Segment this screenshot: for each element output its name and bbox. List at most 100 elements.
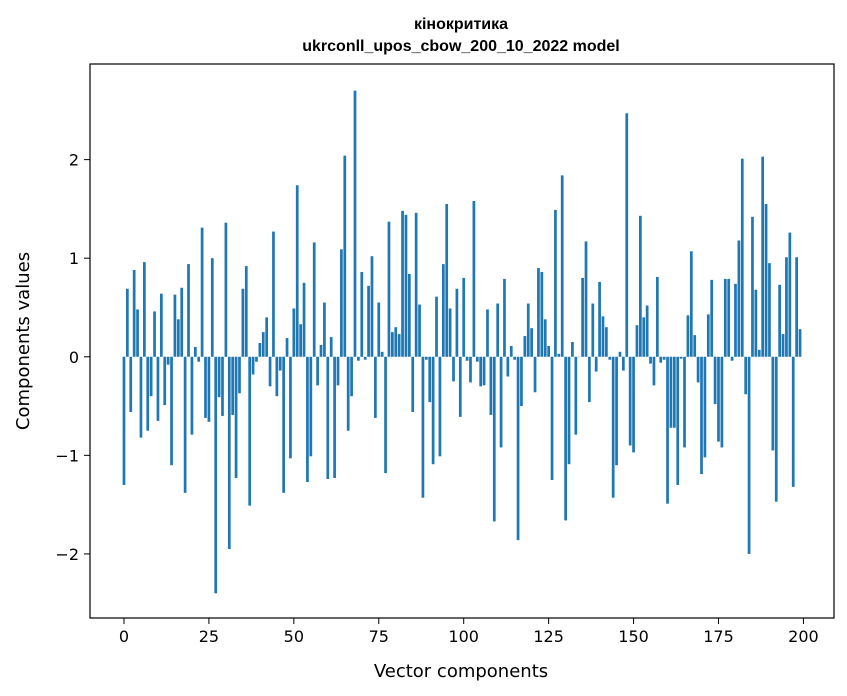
bar-89 [424,356,428,360]
bar-58 [319,344,323,357]
bar-38 [251,356,255,375]
bar-180 [734,283,737,357]
bar-86 [414,212,418,357]
bar-128 [557,353,561,357]
bar-33 [234,356,238,479]
bar-179 [730,356,734,361]
bar-32 [231,356,235,415]
bar-140 [598,281,601,357]
bar-160 [666,356,669,504]
bar-76 [380,351,384,357]
bar-169 [696,356,700,383]
bar-188 [761,156,765,357]
bar-192 [774,356,778,502]
bar-187 [757,349,761,357]
bar-198 [795,257,798,357]
bar-82 [401,210,404,357]
bar-10 [156,356,160,421]
bar-122 [537,268,540,357]
bar-199 [798,329,802,357]
bar-137 [588,356,591,403]
bar-53 [302,282,306,357]
bar-9 [153,311,156,357]
bar-19 [187,264,190,357]
bar-116 [516,356,520,541]
bar-7 [146,356,150,431]
bar-30 [224,222,228,357]
x-tick-label: 50 [284,627,304,646]
bar-107 [486,309,489,357]
bar-139 [594,356,598,372]
bar-191 [771,356,775,451]
bar-81 [397,334,401,357]
bar-49 [289,356,292,459]
bar-158 [659,356,663,363]
bar-162 [672,356,676,428]
bar-84 [407,273,411,357]
bar-16 [176,319,180,357]
bar-197 [791,356,795,487]
bar-99 [458,356,462,417]
bar-90 [428,356,432,403]
bar-195 [785,257,788,357]
bar-22 [197,356,201,362]
bar-21 [193,346,197,357]
bar-123 [540,272,544,357]
bar-151 [635,325,639,357]
bar-39 [255,356,258,362]
bar-125 [547,345,550,357]
bar-176 [720,356,724,448]
bar-106 [482,356,486,386]
bar-15 [173,294,177,357]
bar-98 [455,288,459,357]
bar-17 [180,287,184,357]
y-axis-label: Components values [13,252,34,430]
bar-26 [210,258,214,357]
bar-175 [717,356,720,442]
bar-159 [662,356,666,360]
bar-95 [445,203,449,357]
bar-62 [333,356,336,479]
bar-113 [506,356,510,377]
bar-2 [129,356,133,412]
bar-111 [499,356,503,448]
bar-184 [747,356,751,554]
bar-120 [530,328,533,357]
bar-148 [625,113,629,357]
bar-146 [618,351,622,357]
bar-101 [465,356,469,361]
x-tick-label: 200 [788,627,819,646]
x-tick-label: 100 [448,627,479,646]
bar-178 [727,278,731,357]
bar-145 [615,356,618,466]
bar-12 [163,356,167,406]
bar-157 [655,276,659,357]
bar-87 [418,304,421,357]
y-tick-label: 2 [69,151,79,170]
bar-1 [126,288,129,357]
bar-6 [143,262,146,357]
bar-186 [754,289,758,357]
bar-143 [608,356,612,360]
bar-80 [394,327,398,357]
bar-92 [435,296,438,357]
bar-63 [336,356,340,386]
bar-166 [686,315,690,357]
bar-121 [533,356,537,393]
bar-65 [343,155,347,357]
x-tick-label: 0 [119,627,129,646]
bar-78 [387,221,391,357]
bar-103 [472,201,476,357]
bar-41 [261,332,265,357]
bar-117 [520,356,523,407]
bar-194 [781,334,785,357]
plot-frame [89,63,835,619]
bar-150 [632,356,635,453]
bar-71 [363,356,367,360]
y-tick-label: 0 [69,348,79,367]
bar-50 [292,308,296,357]
x-tick-label: 125 [533,627,564,646]
bar-51 [295,185,299,357]
bar-8 [149,356,153,397]
